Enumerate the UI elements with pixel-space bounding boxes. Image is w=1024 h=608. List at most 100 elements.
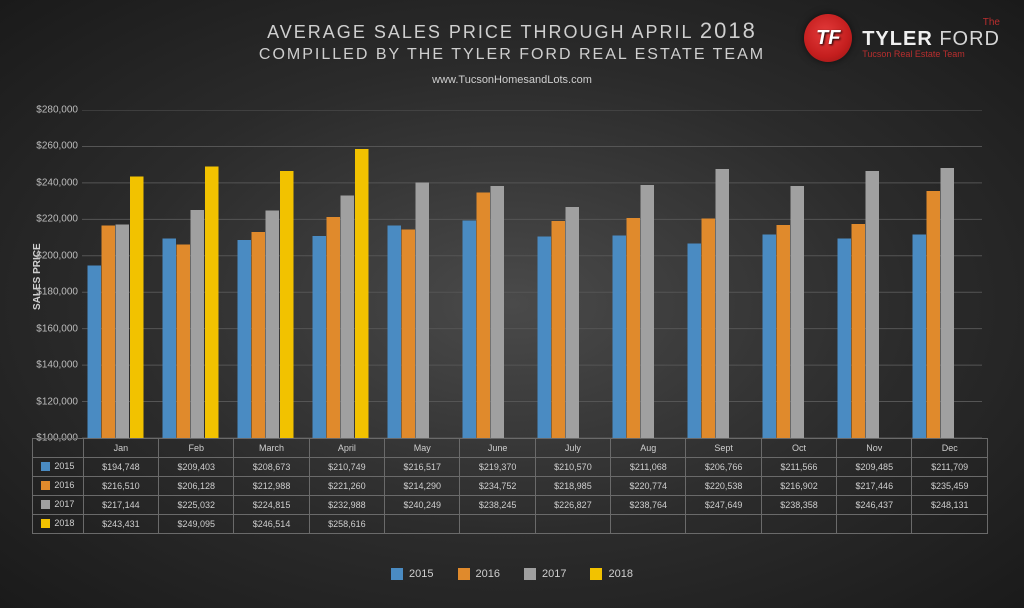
chart-svg (82, 110, 982, 438)
table-cell: $238,358 (761, 496, 836, 515)
table-header-month: June (460, 439, 535, 458)
bar-2018-March (280, 171, 294, 438)
bar-2016-Sept (701, 218, 715, 438)
legend-item: 2015 (391, 568, 433, 580)
bar-2016-Feb (176, 245, 190, 438)
table-cell: $234,752 (460, 477, 535, 496)
table-cell (460, 515, 535, 534)
table-cell (761, 515, 836, 534)
bar-2015-March (237, 240, 251, 438)
bar-2015-Oct (762, 235, 776, 438)
bar-2016-April (326, 217, 340, 438)
table-row: 2017$217,144$225,032$224,815$232,988$240… (33, 496, 988, 515)
bar-2018-April (355, 149, 369, 438)
data-table: JanFebMarchAprilMayJuneJulyAugSeptOctNov… (32, 438, 988, 534)
bar-2016-Oct (776, 225, 790, 438)
sales-price-chart (82, 110, 982, 438)
y-tick: $260,000 (32, 141, 78, 152)
table-header-month: May (385, 439, 460, 458)
table-cell: $246,514 (234, 515, 309, 534)
table-cell (837, 515, 912, 534)
bar-2016-Aug (626, 218, 640, 438)
table-cell (912, 515, 988, 534)
table-header-month: April (309, 439, 384, 458)
table-cell: $238,245 (460, 496, 535, 515)
table-row-label: 2015 (33, 458, 84, 477)
bar-2017-March (266, 211, 280, 438)
table-row-label: 2018 (33, 515, 84, 534)
table-cell: $249,095 (159, 515, 234, 534)
table-cell: $216,510 (83, 477, 158, 496)
table-header-month: Oct (761, 439, 836, 458)
bar-2017-Sept (716, 169, 730, 438)
bar-2017-Jan (116, 225, 130, 438)
bar-2017-Dec (941, 168, 955, 438)
bar-2015-April (312, 236, 326, 438)
table-cell: $209,485 (837, 458, 912, 477)
table-cell: $246,437 (837, 496, 912, 515)
bar-2017-May (416, 182, 430, 438)
bar-2015-Feb (162, 239, 176, 438)
title-year: 2018 (700, 18, 757, 43)
table-cell: $211,068 (611, 458, 686, 477)
table-cell: $220,774 (611, 477, 686, 496)
table-header-month: July (535, 439, 610, 458)
table-header-month: Nov (837, 439, 912, 458)
table-cell: $258,616 (309, 515, 384, 534)
table-cell: $210,749 (309, 458, 384, 477)
table-cell: $206,128 (159, 477, 234, 496)
bar-2015-July (537, 237, 551, 438)
bar-2016-Jan (101, 226, 115, 438)
title-line1: AVERAGE SALES PRICE THROUGH APRIL (267, 22, 693, 42)
y-tick: $280,000 (32, 105, 78, 116)
table-row: 2015$194,748$209,403$208,673$210,749$216… (33, 458, 988, 477)
table-cell: $235,459 (912, 477, 988, 496)
table-cell: $238,764 (611, 496, 686, 515)
table-cell: $216,902 (761, 477, 836, 496)
y-tick: $220,000 (32, 214, 78, 225)
table-cell: $220,538 (686, 477, 761, 496)
bar-2016-July (551, 221, 565, 438)
bar-2017-Oct (791, 186, 805, 438)
table-cell: $214,290 (385, 477, 460, 496)
table-cell: $232,988 (309, 496, 384, 515)
legend: 2015201620172018 (0, 568, 1024, 580)
table-cell: $211,566 (761, 458, 836, 477)
logo-the: The (862, 17, 1000, 28)
bar-2015-Jan (87, 265, 101, 438)
bar-2016-Dec (926, 191, 940, 438)
table-header-month: Sept (686, 439, 761, 458)
logo-tagline: Tucson Real Estate Team (862, 50, 1000, 60)
table-cell: $208,673 (234, 458, 309, 477)
legend-item: 2016 (458, 568, 500, 580)
table-cell: $225,032 (159, 496, 234, 515)
legend-item: 2017 (524, 568, 566, 580)
y-tick: $180,000 (32, 287, 78, 298)
logo-badge-icon (804, 14, 852, 62)
y-tick: $120,000 (32, 396, 78, 407)
table-row: 2018$243,431$249,095$246,514$258,616 (33, 515, 988, 534)
bar-2016-Nov (851, 224, 865, 438)
table-cell: $209,403 (159, 458, 234, 477)
bar-2017-July (566, 207, 580, 438)
bar-2018-Feb (205, 166, 219, 438)
table-cell: $247,649 (686, 496, 761, 515)
bar-2015-May (387, 226, 401, 438)
y-tick: $160,000 (32, 323, 78, 334)
bar-2015-June (462, 220, 476, 438)
table-cell: $217,446 (837, 477, 912, 496)
table-header-month: Feb (159, 439, 234, 458)
y-tick: $200,000 (32, 250, 78, 261)
bar-2015-Aug (612, 236, 626, 438)
bar-2016-May (401, 230, 415, 438)
table-cell (535, 515, 610, 534)
y-tick: $140,000 (32, 360, 78, 371)
table-cell: $219,370 (460, 458, 535, 477)
table-cell: $243,431 (83, 515, 158, 534)
bar-2018-Jan (130, 177, 144, 438)
table-header-month: March (234, 439, 309, 458)
logo-main: TYLER FORD (862, 28, 1000, 50)
table-cell: $218,985 (535, 477, 610, 496)
table-row: 2016$216,510$206,128$212,988$221,260$214… (33, 477, 988, 496)
table-cell: $211,709 (912, 458, 988, 477)
